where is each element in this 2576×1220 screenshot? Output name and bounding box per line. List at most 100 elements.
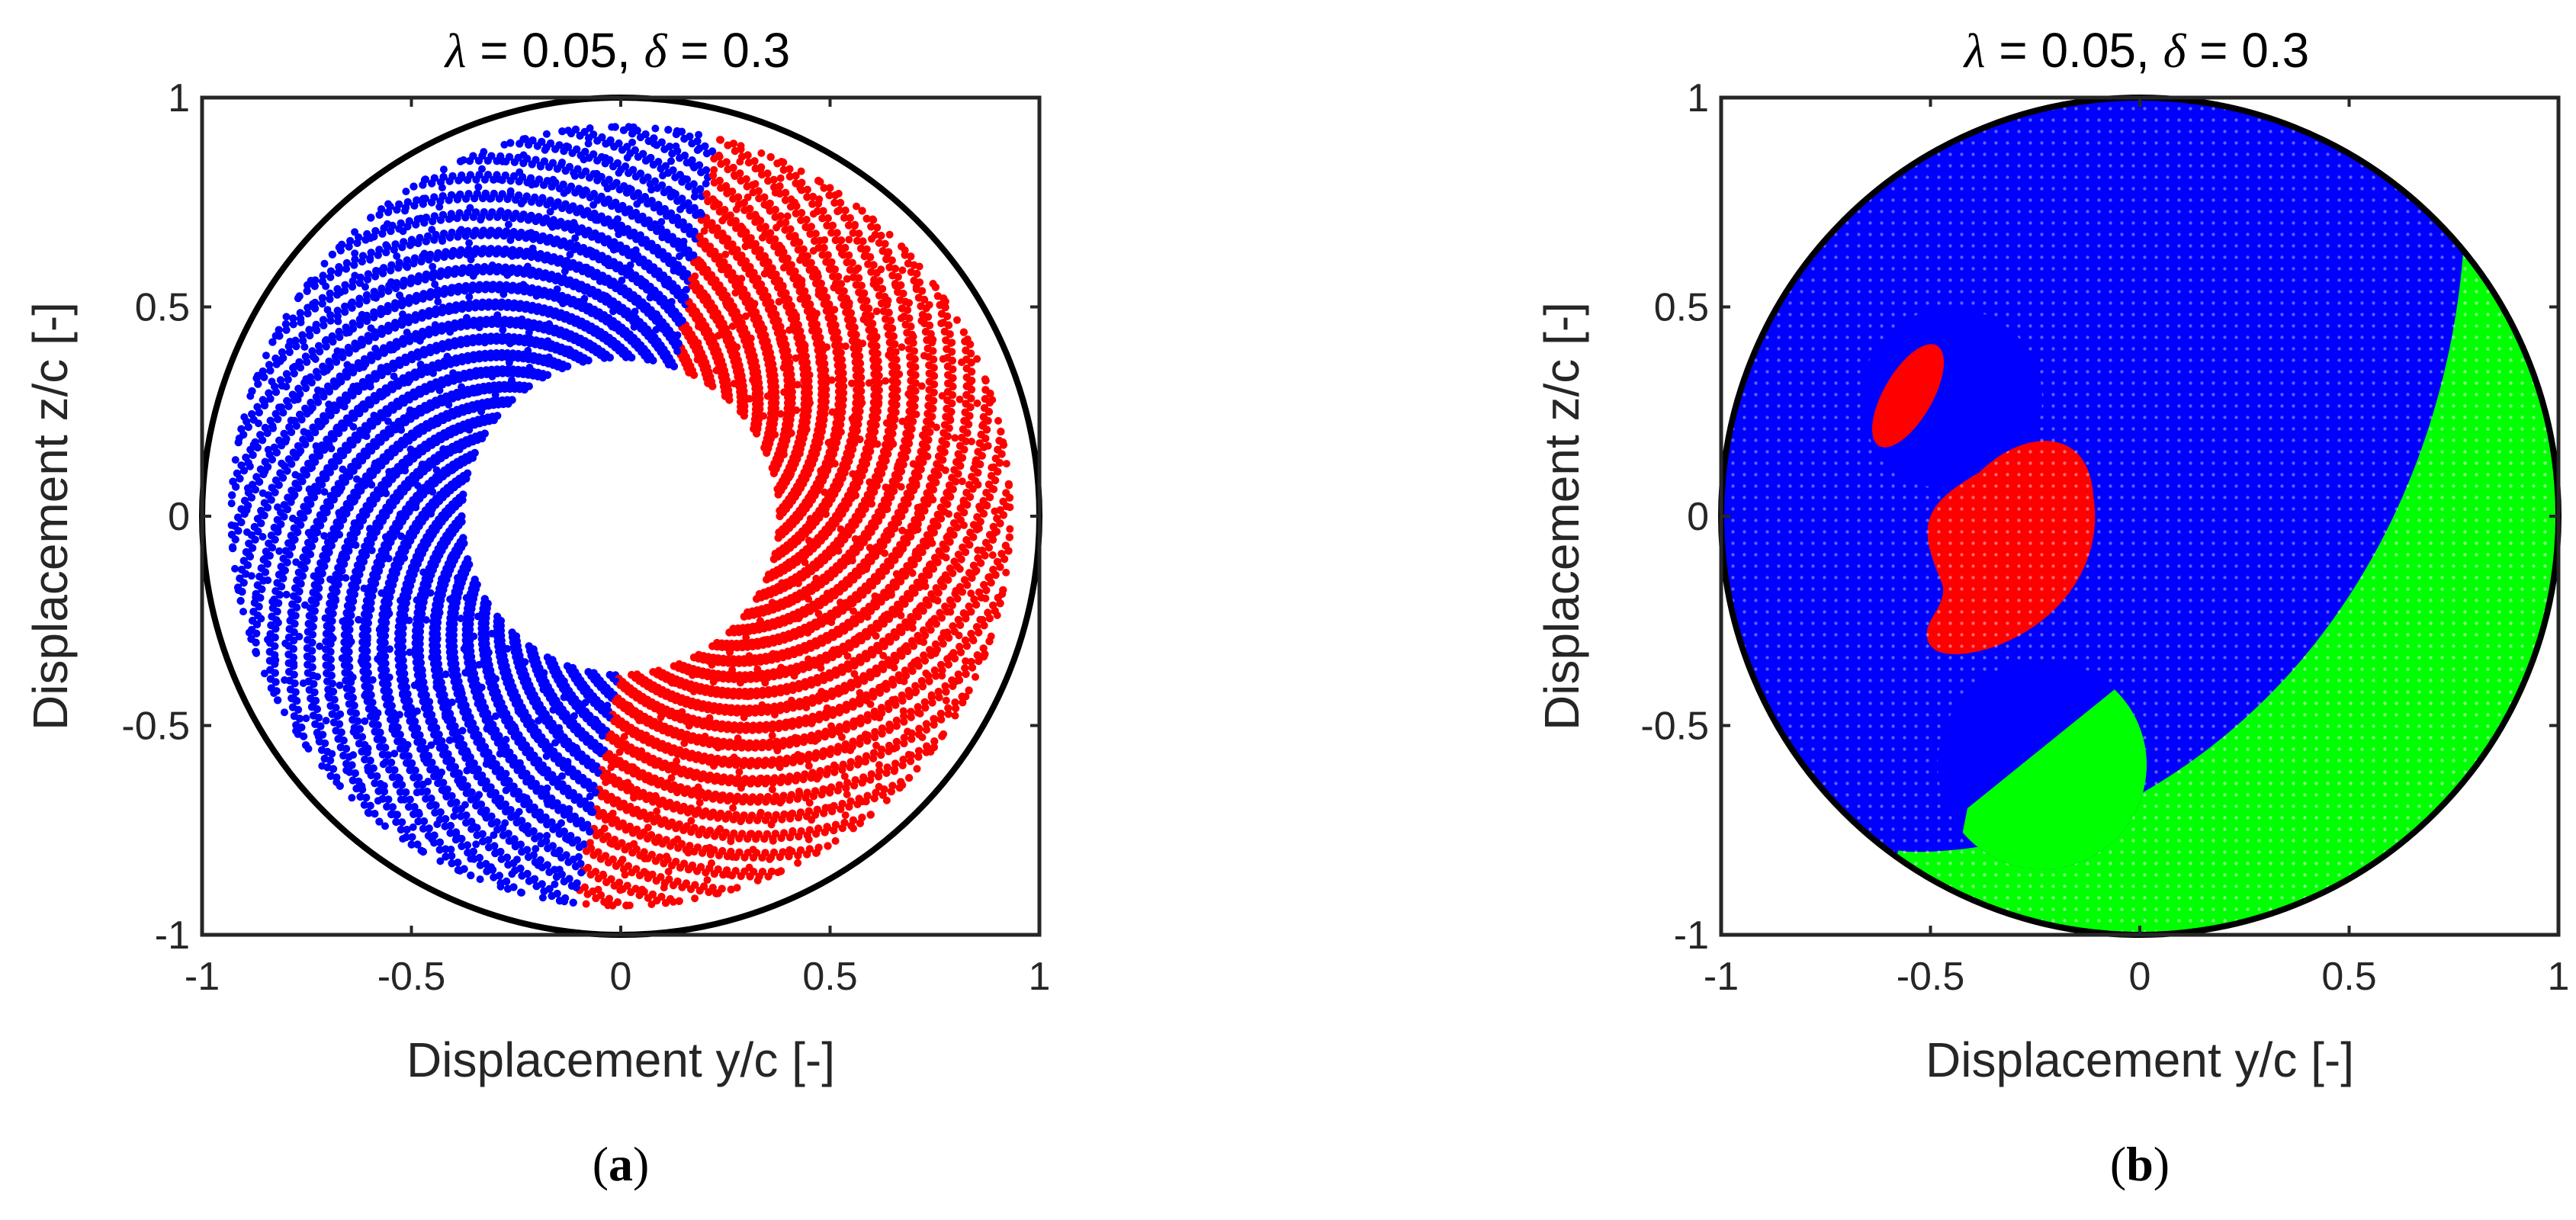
scatter-point: [462, 818, 471, 827]
scatter-point: [471, 226, 480, 235]
scatter-point: [266, 416, 275, 425]
scatter-point: [515, 191, 523, 200]
scatter-point: [545, 868, 554, 877]
scatter-point: [285, 624, 294, 634]
scatter-point: [819, 353, 828, 361]
scatter-point: [706, 850, 715, 859]
scatter-point: [528, 136, 537, 145]
scatter-point: [266, 675, 275, 683]
scatter-point: [740, 853, 749, 862]
scatter-point: [342, 258, 352, 268]
scatter-point: [834, 747, 842, 756]
scatter-point: [540, 887, 548, 896]
scatter-point: [821, 713, 830, 721]
scatter-point: [284, 455, 293, 464]
scatter-point: [484, 843, 493, 852]
scatter-point: [812, 320, 821, 329]
scatter-point: [346, 708, 355, 716]
scatter-point: [273, 515, 281, 524]
scatter-point: [616, 241, 625, 249]
scatter-point: [367, 249, 375, 257]
scatter-point: [340, 631, 349, 639]
scatter-point: [276, 469, 284, 477]
scatter-point: [536, 249, 544, 258]
scatter-point: [821, 409, 829, 418]
scatter-point: [554, 198, 562, 207]
scatter-point: [590, 209, 599, 218]
scatter-point: [608, 819, 616, 827]
scatter-point: [787, 371, 795, 379]
scatter-point: [824, 842, 832, 850]
scatter-point: [426, 287, 435, 297]
scatter-point: [430, 193, 438, 201]
scatter-point: [920, 657, 930, 665]
scatter-point: [322, 629, 331, 638]
scatter-point: [273, 579, 281, 587]
scatter-point: [586, 870, 595, 879]
scatter-point: [384, 708, 393, 717]
scatter-point: [785, 795, 794, 804]
scatter-point: [320, 754, 329, 763]
scatter-point: [399, 752, 408, 760]
scatter-point: [694, 792, 703, 801]
scatter-point: [278, 348, 287, 357]
scatter-point: [702, 166, 711, 175]
scatter-point: [391, 319, 400, 327]
scatter-point: [309, 711, 318, 720]
scatter-point: [472, 801, 480, 810]
scatter-point: [787, 261, 796, 269]
scatter-point: [407, 840, 416, 849]
scatter-point: [644, 216, 653, 225]
scatter-point: [304, 496, 312, 504]
panel-a-title: λ = 0.05, δ = 0.3: [444, 23, 790, 78]
scatter-point: [559, 180, 567, 189]
scatter-point: [488, 208, 496, 217]
scatter-point: [666, 842, 675, 850]
scatter-point: [414, 817, 422, 826]
scatter-point: [837, 805, 845, 814]
scatter-point: [805, 383, 813, 391]
scatter-point: [464, 226, 472, 236]
scatter-point: [479, 837, 487, 846]
scatter-point: [410, 773, 418, 782]
scatter-point: [764, 743, 773, 751]
scatter-point: [597, 192, 605, 201]
scatter-point: [718, 833, 727, 842]
scatter-point: [850, 782, 859, 790]
scatter-point: [766, 298, 775, 307]
scatter-point: [441, 284, 449, 294]
scatter-point: [375, 246, 384, 254]
scatter-point: [378, 750, 387, 759]
scatter-point: [795, 721, 803, 729]
scatter-point: [996, 599, 1004, 608]
scatter-point: [586, 827, 594, 836]
scatter-point: [662, 802, 671, 811]
scatter-point: [549, 216, 558, 224]
scatter-point: [294, 441, 303, 451]
scatter-point: [764, 258, 772, 266]
scatter-point: [348, 715, 357, 724]
scatter-point: [805, 389, 814, 397]
scatter-point: [294, 384, 303, 393]
scatter-point: [336, 743, 345, 752]
scatter-point: [641, 130, 650, 139]
scatter-point: [376, 743, 384, 751]
scatter-point: [228, 491, 236, 499]
scatter-point: [430, 174, 438, 182]
scatter-point: [426, 766, 435, 774]
scatter-point: [814, 326, 823, 336]
scatter-point: [724, 778, 733, 787]
scatter-point: [392, 817, 400, 827]
scatter-point: [396, 744, 405, 753]
scatter-point: [447, 799, 455, 807]
scatter-point: [283, 396, 291, 405]
scatter-point: [728, 268, 737, 278]
scatter-point: [397, 682, 406, 691]
scatter-point: [499, 831, 508, 840]
scatter-point: [233, 513, 243, 522]
scatter-point: [294, 568, 303, 576]
scatter-point: [286, 685, 295, 694]
scatter-point: [679, 826, 688, 835]
scatter-point: [555, 830, 564, 838]
scatter-point: [907, 713, 915, 721]
